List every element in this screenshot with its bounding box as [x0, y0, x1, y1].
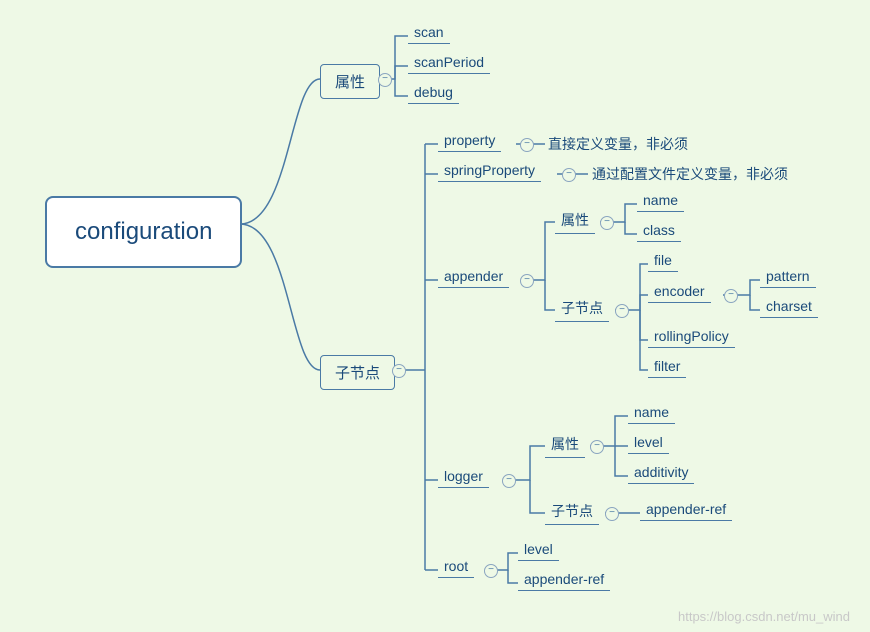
leaf-encoder: encoder — [648, 281, 711, 303]
leaf-logger-attr: 属性 — [545, 432, 585, 458]
toggle-icon[interactable]: − — [520, 274, 534, 288]
leaf-debug: debug — [408, 82, 459, 104]
leaf-appender-child: 子节点 — [555, 296, 609, 322]
leaf-log-additivity: additivity — [628, 462, 694, 484]
leaf-root: root — [438, 556, 474, 578]
leaf-app-class: class — [637, 220, 681, 242]
leaf-scanperiod: scanPeriod — [408, 52, 490, 74]
toggle-icon[interactable]: − — [590, 440, 604, 454]
watermark: https://blog.csdn.net/mu_wind — [678, 609, 850, 624]
root-configuration: configuration — [45, 196, 242, 268]
toggle-icon[interactable]: − — [392, 364, 406, 378]
leaf-scan: scan — [408, 22, 450, 44]
leaf-charset: charset — [760, 296, 818, 318]
toggle-icon[interactable]: − — [615, 304, 629, 318]
leaf-rollingpolicy: rollingPolicy — [648, 326, 735, 348]
leaf-pattern: pattern — [760, 266, 816, 288]
toggle-icon[interactable]: − — [562, 168, 576, 182]
leaf-log-level: level — [628, 432, 669, 454]
box-child: 子节点 — [320, 355, 395, 390]
leaf-filter: filter — [648, 356, 686, 378]
leaf-appender-attr: 属性 — [555, 208, 595, 234]
leaf-root-appenderref: appender-ref — [518, 569, 610, 591]
leaf-springproperty: springProperty — [438, 160, 541, 182]
toggle-icon[interactable]: − — [600, 216, 614, 230]
leaf-logger: logger — [438, 466, 489, 488]
leaf-log-appenderref: appender-ref — [640, 499, 732, 521]
leaf-app-name: name — [637, 190, 684, 212]
toggle-icon[interactable]: − — [484, 564, 498, 578]
toggle-icon[interactable]: − — [502, 474, 516, 488]
toggle-icon[interactable]: − — [378, 73, 392, 87]
leaf-logger-child: 子节点 — [545, 499, 599, 525]
leaf-log-name: name — [628, 402, 675, 424]
toggle-icon[interactable]: − — [724, 289, 738, 303]
note-property: 直接定义变量，非必须 — [548, 134, 688, 154]
leaf-appender: appender — [438, 266, 509, 288]
toggle-icon[interactable]: − — [605, 507, 619, 521]
leaf-root-level: level — [518, 539, 559, 561]
leaf-file: file — [648, 250, 678, 272]
note-springproperty: 通过配置文件定义变量，非必须 — [592, 164, 788, 184]
leaf-property: property — [438, 130, 501, 152]
toggle-icon[interactable]: − — [520, 138, 534, 152]
box-attr: 属性 — [320, 64, 380, 99]
